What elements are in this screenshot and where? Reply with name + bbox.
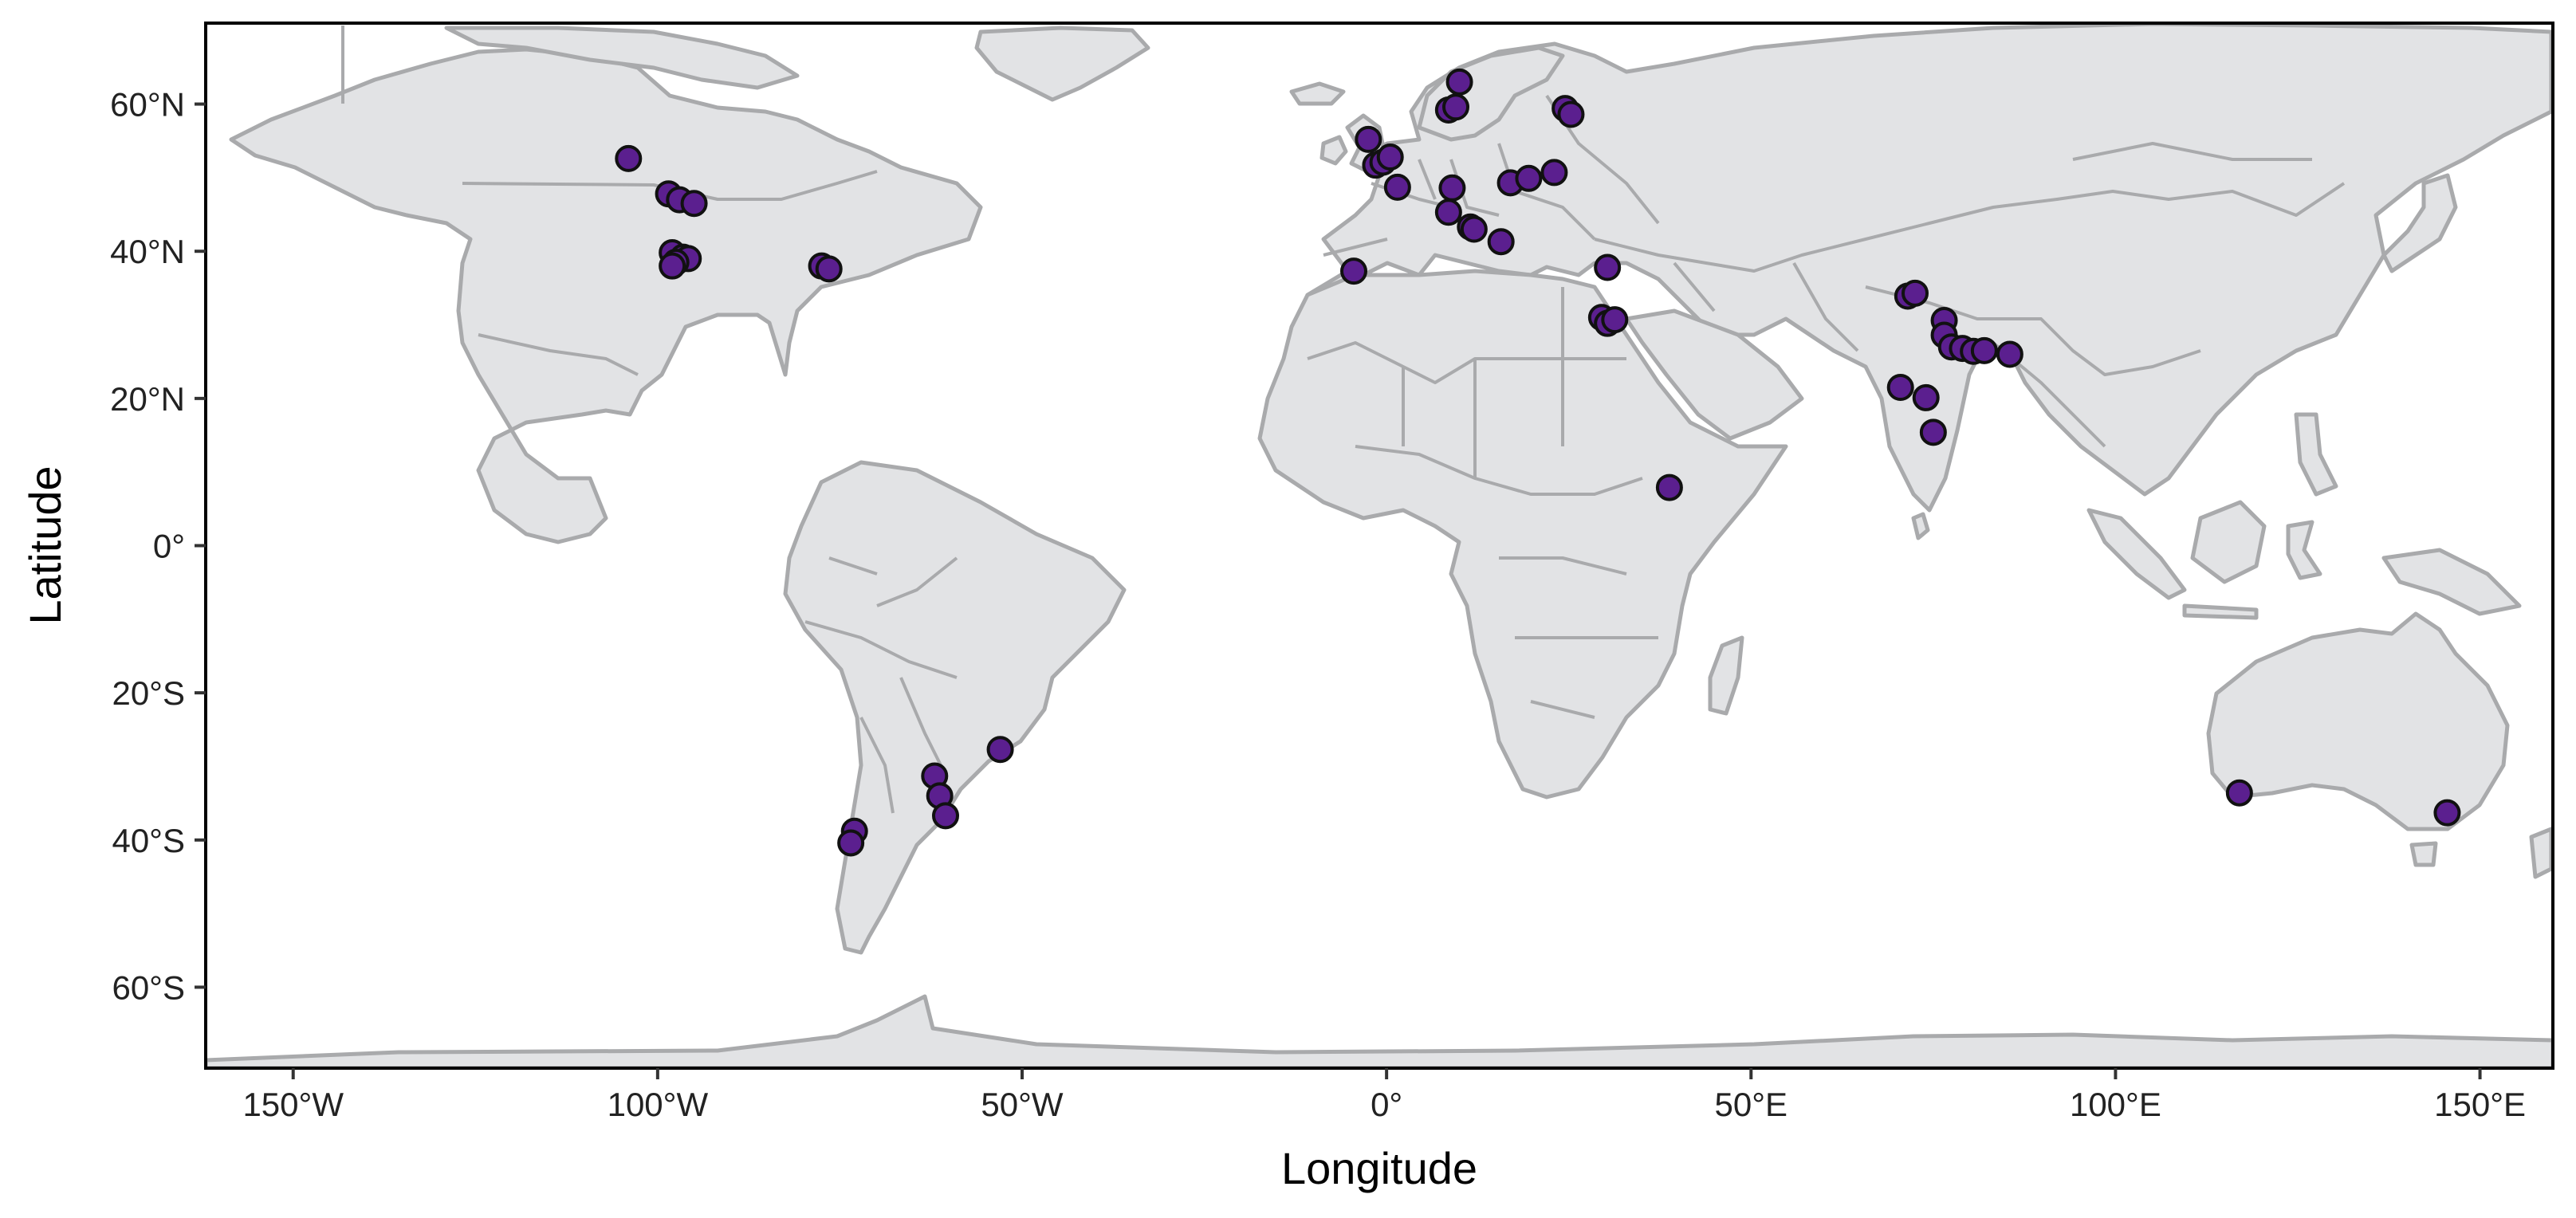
site-point — [1376, 143, 1404, 171]
landmass-arabia — [1624, 308, 1804, 441]
landmass-antarctica — [206, 994, 2553, 1068]
site-point — [815, 255, 843, 283]
y-axis: 60°N 40°N 20°N 0° 20°S 40°S 60°S — [110, 86, 206, 1006]
sample-sites — [615, 68, 2461, 857]
site-point — [1557, 100, 1585, 128]
site-point — [1460, 215, 1488, 243]
y-tick-label: 20°N — [110, 380, 185, 418]
site-point — [1438, 174, 1466, 202]
borders-africa — [1307, 287, 1658, 719]
site-point — [1886, 374, 1914, 402]
site-point — [1515, 164, 1543, 192]
site-point — [2225, 779, 2253, 807]
site-point — [1912, 383, 1940, 411]
x-tick-label: 150°W — [242, 1086, 344, 1123]
site-point — [615, 144, 643, 172]
landmass-iceland — [1289, 81, 1346, 106]
site-point — [1919, 418, 1947, 446]
site-point — [986, 736, 1014, 764]
site-point — [1970, 336, 1998, 364]
landmass-tasmania — [2409, 841, 2438, 867]
landmass-greenland — [974, 26, 1150, 102]
site-point — [932, 802, 959, 830]
site-point — [1355, 125, 1382, 153]
y-tick-label: 60°N — [110, 86, 185, 124]
site-point — [680, 190, 708, 218]
x-axis: 150°W 100°W 50°W 0° 50°E 100°E 150°E — [242, 1068, 2526, 1123]
landmass-sri-lanka — [1911, 512, 1930, 540]
border-us-canada — [462, 170, 878, 201]
x-tick-label: 100°E — [2070, 1086, 2161, 1123]
site-point — [1445, 68, 1473, 96]
site-point — [1996, 340, 2023, 368]
x-tick-label: 0° — [1371, 1086, 1402, 1123]
site-point — [1902, 279, 1929, 307]
landmass-new-zealand — [2529, 827, 2553, 879]
site-point — [1655, 473, 1683, 501]
y-tick-label: 60°S — [112, 969, 185, 1006]
landmass-ireland — [1319, 135, 1348, 166]
landmass-sulawesi — [2286, 520, 2322, 580]
x-axis-title: Longitude — [1281, 1143, 1477, 1193]
landmass-north-america — [229, 47, 983, 544]
site-point — [1442, 93, 1469, 121]
site-point — [1601, 306, 1629, 334]
borders-europe — [1323, 94, 1660, 257]
site-point — [837, 829, 865, 857]
y-tick-label: 20°S — [112, 674, 185, 712]
site-point — [1594, 253, 1622, 281]
landmass-madagascar — [1708, 635, 1744, 716]
landmass-new-guinea — [2381, 548, 2522, 616]
site-point — [659, 252, 686, 280]
borders-south-america — [804, 556, 958, 814]
x-tick-label: 50°W — [981, 1086, 1064, 1123]
x-tick-label: 100°W — [608, 1086, 709, 1123]
border-us-mexico — [478, 333, 639, 376]
y-axis-title: Latitude — [20, 466, 70, 624]
landmass-borneo — [2190, 500, 2267, 584]
landmass-south-america — [783, 460, 1127, 955]
site-point — [1487, 228, 1515, 256]
landmass-japan — [2381, 173, 2458, 273]
site-point — [2433, 799, 2461, 827]
landmass-africa — [1257, 269, 1788, 800]
y-tick-label: 40°S — [112, 822, 185, 859]
landmass-java — [2182, 603, 2259, 620]
y-tick-label: 0° — [153, 528, 185, 565]
landmass-sumatra — [2086, 508, 2187, 600]
site-point — [1383, 173, 1411, 201]
landmass-arctic-islands — [444, 26, 800, 90]
x-tick-label: 150°E — [2434, 1086, 2526, 1123]
site-point — [1540, 159, 1568, 187]
basemap-land — [206, 23, 2553, 1068]
borders-asia — [1594, 142, 2346, 448]
landmass-philippines — [2294, 412, 2338, 497]
site-point — [1434, 198, 1462, 226]
x-tick-label: 50°E — [1715, 1086, 1788, 1123]
site-point — [1340, 257, 1367, 285]
y-tick-label: 40°N — [110, 233, 185, 270]
